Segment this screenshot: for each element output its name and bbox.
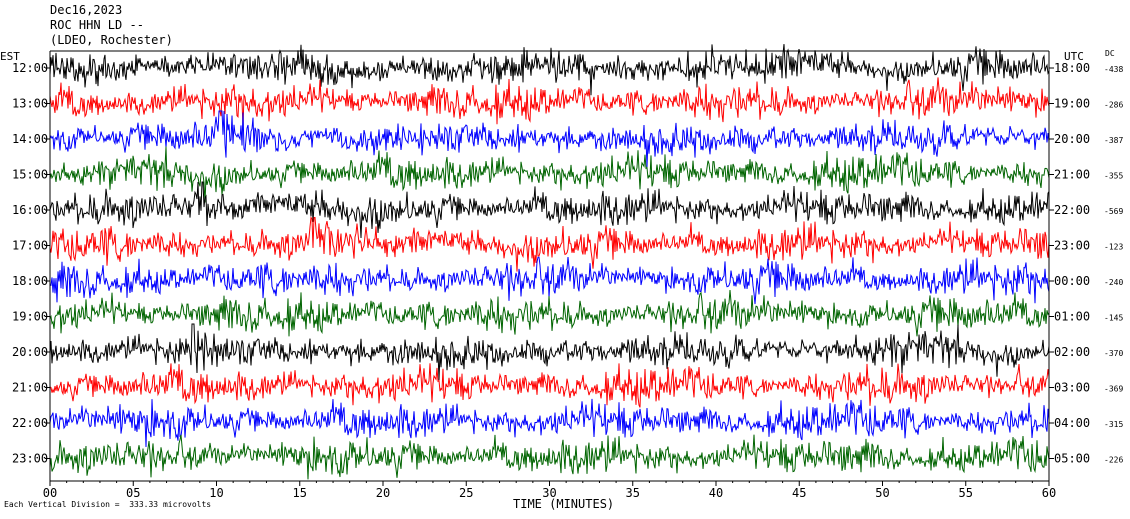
utc-time-label: 20:00 bbox=[1054, 132, 1090, 146]
trace-1700 bbox=[49, 216, 1050, 272]
x-tick-label: 45 bbox=[792, 486, 806, 500]
trace-1900 bbox=[49, 290, 1050, 337]
trace-1200 bbox=[49, 44, 1050, 96]
dc-offset-label: -438 bbox=[1104, 65, 1123, 74]
x-tick-group: 00 05 10 15 20 25 30 35 40 45 50 55 60 bbox=[43, 481, 1056, 500]
scale-footer: Each Vertical Division = 333.33 microvol… bbox=[4, 500, 212, 509]
trace-2000 bbox=[49, 323, 1050, 381]
utc-time-label: 19:00 bbox=[1054, 97, 1090, 111]
row-label-group: 12:00 18:00 -438 13:00 19:00 -286 14:00 20:00 -3… bbox=[12, 61, 1123, 466]
left-timezone-label: EST bbox=[0, 50, 20, 63]
trace-1500 bbox=[49, 146, 1050, 203]
est-time-label: 17:00 bbox=[12, 239, 48, 253]
utc-time-label: 22:00 bbox=[1054, 203, 1090, 217]
x-tick-label: 10 bbox=[209, 486, 223, 500]
est-time-label: 23:00 bbox=[12, 452, 48, 466]
dc-offset-label: -387 bbox=[1104, 136, 1123, 145]
x-tick-label: 40 bbox=[709, 486, 723, 500]
right-timezone-label: UTC bbox=[1064, 50, 1084, 63]
x-tick-label: 15 bbox=[293, 486, 307, 500]
est-time-label: 13:00 bbox=[12, 97, 48, 111]
est-time-label: 18:00 bbox=[12, 274, 48, 288]
x-tick-label: 25 bbox=[459, 486, 473, 500]
header-station: ROC HHN LD -- bbox=[50, 18, 144, 32]
x-tick-label: 30 bbox=[542, 486, 556, 500]
trace-1400 bbox=[49, 110, 1050, 168]
utc-time-label: 00:00 bbox=[1054, 274, 1090, 288]
trace-2200 bbox=[49, 398, 1050, 448]
trace-1300 bbox=[49, 77, 1050, 128]
dc-offset-label: -315 bbox=[1104, 420, 1123, 429]
dc-offset-label: -145 bbox=[1104, 314, 1123, 323]
est-time-label: 15:00 bbox=[12, 168, 48, 182]
header-date: Dec16,2023 bbox=[50, 3, 123, 17]
est-time-label: 19:00 bbox=[12, 310, 48, 324]
est-time-label: 20:00 bbox=[12, 345, 48, 359]
dc-offset-label: -286 bbox=[1104, 101, 1123, 110]
utc-time-label: 18:00 bbox=[1054, 61, 1090, 75]
est-time-label: 14:00 bbox=[12, 132, 48, 146]
utc-time-label: 04:00 bbox=[1054, 416, 1090, 430]
x-tick-label: 50 bbox=[875, 486, 889, 500]
x-tick-label: 55 bbox=[959, 486, 973, 500]
dc-label: DC bbox=[1105, 49, 1115, 58]
dc-offset-label: -369 bbox=[1104, 385, 1123, 394]
x-tick-label: 60 bbox=[1042, 486, 1056, 500]
dc-offset-label: -569 bbox=[1104, 207, 1123, 216]
utc-time-label: 01:00 bbox=[1054, 310, 1090, 324]
trace-1800 bbox=[49, 256, 1050, 305]
trace-1600 bbox=[49, 181, 1050, 239]
dc-offset-label: -123 bbox=[1104, 243, 1123, 252]
est-time-label: 22:00 bbox=[12, 416, 48, 430]
utc-time-label: 23:00 bbox=[1054, 239, 1090, 253]
dc-offset-label: -240 bbox=[1104, 278, 1123, 287]
x-tick-label: 05 bbox=[126, 486, 140, 500]
x-tick-label: 00 bbox=[43, 486, 57, 500]
utc-time-label: 05:00 bbox=[1054, 452, 1090, 466]
trace-2300 bbox=[49, 434, 1050, 480]
utc-time-label: 02:00 bbox=[1054, 345, 1090, 359]
x-tick-label: 20 bbox=[376, 486, 390, 500]
est-time-label: 16:00 bbox=[12, 203, 48, 217]
est-time-label: 12:00 bbox=[12, 61, 48, 75]
trace-group bbox=[49, 44, 1050, 480]
x-tick-label: 35 bbox=[626, 486, 640, 500]
dc-offset-label: -226 bbox=[1104, 456, 1123, 465]
dc-offset-label: -355 bbox=[1104, 172, 1123, 181]
header-source: (LDEO, Rochester) bbox=[50, 33, 173, 47]
x-axis-label: TIME (MINUTES) bbox=[513, 497, 615, 511]
utc-time-label: 03:00 bbox=[1054, 381, 1090, 395]
trace-2100 bbox=[49, 363, 1050, 408]
utc-time-label: 21:00 bbox=[1054, 168, 1090, 182]
est-time-label: 21:00 bbox=[12, 381, 48, 395]
dc-offset-label: -370 bbox=[1104, 349, 1123, 358]
